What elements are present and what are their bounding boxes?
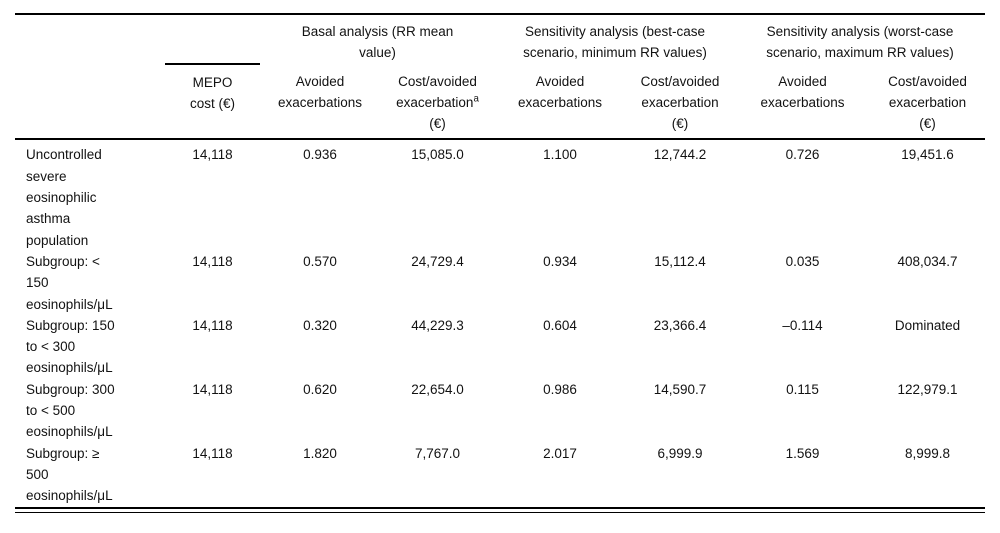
table-row-subgroup-lt150: Subgroup: < 150 eosinophils/μL 14,118 0.… [15,251,985,315]
cell-basal-cost: 7,767.0 [380,442,495,509]
column-header-avoided-best: Avoided exacerbations [495,63,625,141]
cell-best-cost: 6,999.9 [625,442,735,509]
cell-mepo-cost: 14,118 [192,381,233,397]
cell-best-avoided: 0.986 [543,381,577,397]
column-header-avoided-basal: Avoided exacerbations [260,63,380,141]
cell-best-avoided: 2.017 [495,442,625,509]
cell-worst-avoided: –0.114 [782,317,823,333]
group-header-worst-case: Sensitivity analysis (worst-case scenari… [766,24,954,61]
column-header-mepo-cost: MEPO cost (€) [165,63,260,141]
results-table: Basal analysis (RR mean value) Sensitivi… [15,13,985,509]
group-header-row: Basal analysis (RR mean value) Sensitivi… [15,14,985,65]
cell-basal-avoided: 0.936 [303,147,337,163]
bottom-double-rule [15,511,985,513]
table-row-subgroup-ge500: Subgroup: ≥ 500 eosinophils/μL 14,118 1.… [15,442,985,509]
row-label: Subgroup: ≥ 500 eosinophils/μL [15,442,165,509]
cell-basal-cost: 24,729.4 [411,253,464,269]
cell-worst-avoided: 0.726 [785,147,820,163]
column-header-cost-best: Cost/avoided exacerbation (€) [625,63,735,141]
cell-mepo-cost: 14,118 [192,147,233,163]
cell-best-cost: 23,366.4 [653,317,707,333]
column-header-cost-basal-unit: (€) [429,116,446,132]
mepo-spanner-rule [165,14,260,65]
column-header-empty-label [15,63,165,141]
cell-best-cost: 14,590.7 [653,381,707,397]
group-header-best-case: Sensitivity analysis (best-case scenario… [523,24,707,61]
table-row-population: Uncontrolled severe eosinophilic asthma … [15,139,985,250]
cell-basal-avoided: 0.570 [303,253,337,269]
cell-basal-cost: 44,229.3 [411,317,464,333]
cell-best-avoided: 0.934 [543,253,577,269]
row-label: Subgroup: < 150 eosinophils/μL [26,253,113,312]
cell-worst-cost: 8,999.8 [870,442,985,509]
column-header-row: MEPO cost (€) Avoided exacerbations Cost… [15,63,985,141]
column-header-cost-worst: Cost/avoided exacerbation (€) [870,63,985,141]
cell-worst-cost: 122,979.1 [897,381,958,397]
column-header-cost-basal-text: Cost/avoided exacerbation [396,73,477,110]
cell-best-cost: 12,744.2 [653,147,707,163]
cell-mepo-cost: 14,118 [165,442,260,509]
footnote-marker-a: a [473,93,479,105]
cell-best-cost: 15,112.4 [654,253,706,269]
cell-worst-avoided: 0.115 [786,381,819,397]
cell-basal-avoided: 1.820 [260,442,380,509]
cell-basal-cost: 22,654.0 [411,381,464,397]
column-header-avoided-worst: Avoided exacerbations [735,63,870,141]
cell-basal-avoided: 0.620 [303,381,337,397]
cell-best-avoided: 1.100 [543,147,577,163]
cell-best-avoided: 0.604 [543,317,577,333]
cell-worst-cost: 408,034.7 [897,253,958,269]
group-header-empty-label [15,14,165,64]
cell-worst-avoided: 0.035 [785,253,820,269]
row-label: Uncontrolled severe eosinophilic asthma … [26,147,102,248]
cell-worst-avoided: 1.569 [735,442,870,509]
cell-mepo-cost: 14,118 [192,253,233,269]
table-row-subgroup-300-500: Subgroup: 300 to < 500 eosinophils/μL 14… [15,379,985,443]
cell-basal-avoided: 0.320 [303,317,337,333]
cell-basal-cost: 15,085.0 [411,147,464,163]
group-header-basal: Basal analysis (RR mean value) [301,24,454,61]
column-header-cost-basal: Cost/avoided exacerbationa (€) [380,63,495,141]
row-label: Subgroup: 300 to < 500 eosinophils/μL [26,381,115,440]
cell-mepo-cost: 14,118 [192,317,233,333]
cell-worst-cost: Dominated [894,317,961,333]
cell-worst-cost: 19,451.6 [901,147,954,163]
table-row-subgroup-150-300: Subgroup: 150 to < 300 eosinophils/μL 14… [15,315,985,379]
row-label: Subgroup: 150 to < 300 eosinophils/μL [26,317,115,376]
results-table-wrap: Basal analysis (RR mean value) Sensitivi… [15,13,985,513]
